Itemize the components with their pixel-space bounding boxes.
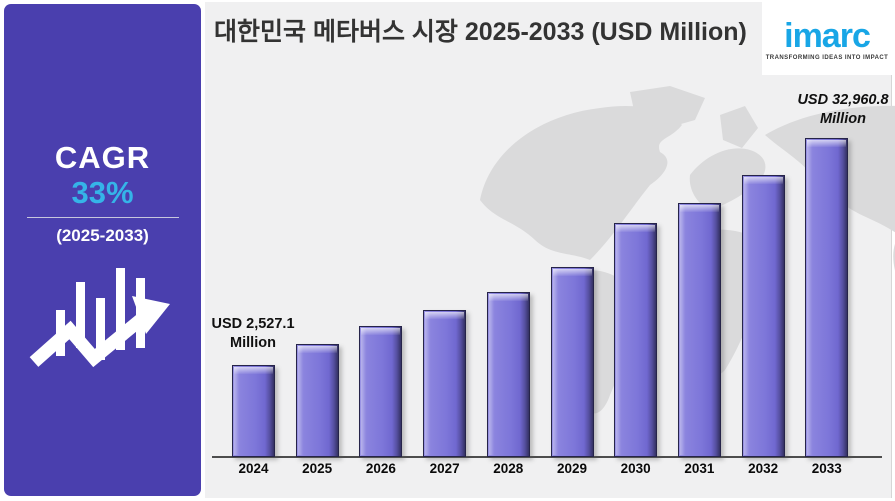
africa-shape bbox=[680, 229, 771, 376]
greenland-shape bbox=[630, 86, 705, 130]
cagr-label: CAGR bbox=[54, 140, 151, 175]
cagr-sidebar: CAGR 33% (2025-2033) bbox=[4, 4, 201, 496]
cagr-period: (2025-2033) bbox=[56, 226, 149, 246]
page-title: 대한민국 메타버스 시장 2025-2033 (USD Million) bbox=[214, 18, 747, 46]
asia-shape bbox=[765, 105, 895, 233]
imarc-wordmark: imarc bbox=[784, 17, 871, 56]
cagr-value: 33% bbox=[71, 174, 134, 210]
scandinavia-shape bbox=[720, 106, 758, 148]
imarc-tagline: TRANSFORMING IDEAS INTO IMPACT bbox=[765, 54, 889, 61]
europe-shape bbox=[689, 148, 766, 210]
imarc-logo: imarc TRANSFORMING IDEAS INTO IMPACT bbox=[762, 2, 892, 75]
chart-panel bbox=[205, 2, 895, 498]
madagascar-shape bbox=[765, 348, 779, 376]
divider bbox=[26, 217, 179, 219]
north-america-shape bbox=[480, 105, 682, 260]
world-map-watermark bbox=[480, 86, 895, 414]
bar-chart-growth-arrow-icon bbox=[29, 268, 170, 368]
south-america-shape bbox=[565, 270, 634, 414]
